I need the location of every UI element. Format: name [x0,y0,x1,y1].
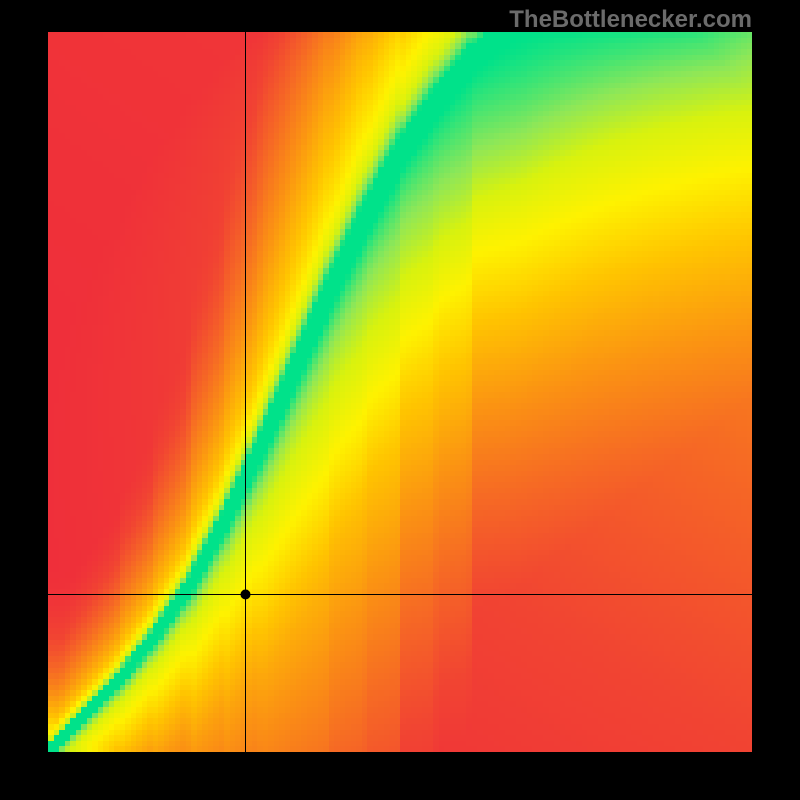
chart-root: TheBottlenecker.com [0,0,800,800]
watermark-text: TheBottlenecker.com [509,6,752,34]
bottleneck-heatmap [48,32,752,752]
